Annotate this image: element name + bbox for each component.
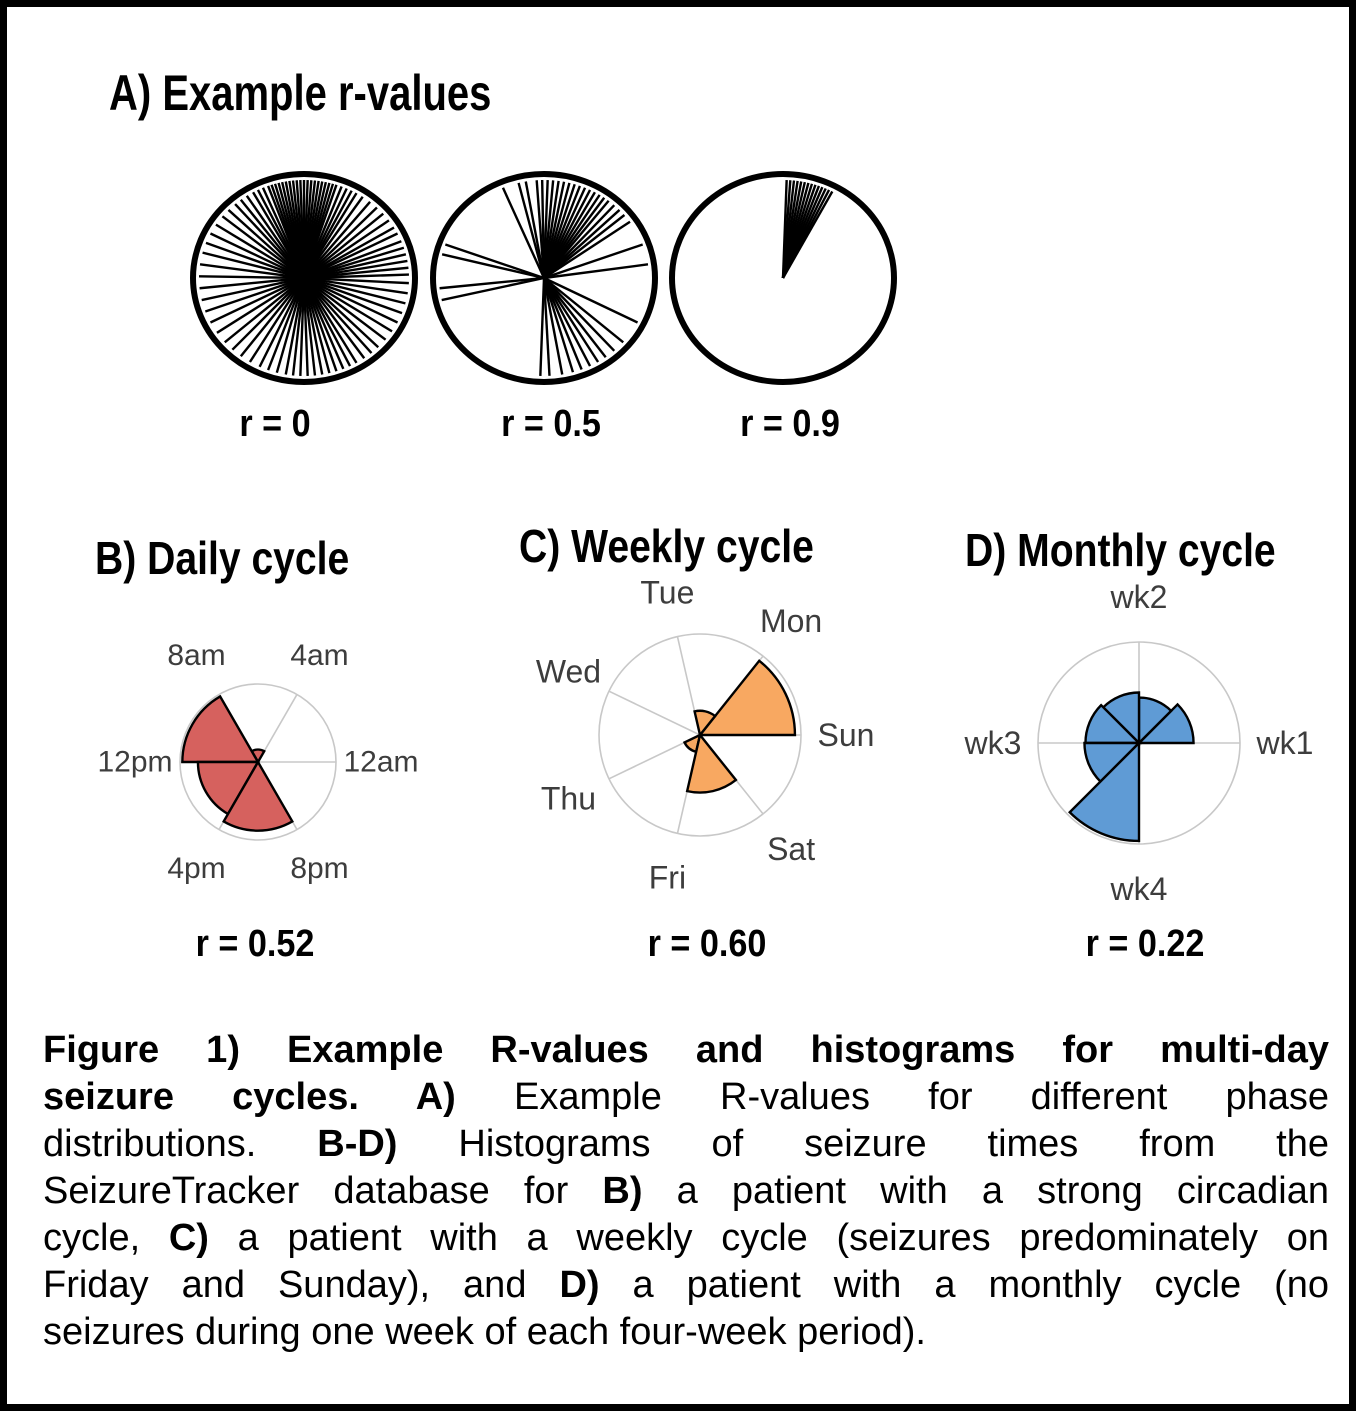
r-value-label-weekly: r = 0.60 bbox=[647, 923, 767, 965]
rose-chart-monthly: wk1 wk2 wk3 wk4 bbox=[964, 579, 1314, 907]
axis-label-Wed: Wed bbox=[536, 654, 601, 690]
example-r-label-1: r = 0.5 bbox=[501, 403, 601, 445]
axis-label-Sat: Sat bbox=[767, 831, 815, 867]
caption-line: seizures during one week of each four-we… bbox=[43, 1311, 926, 1353]
axis-label-wk4: wk4 bbox=[1110, 871, 1168, 907]
example-circle-r05 bbox=[430, 171, 658, 385]
rose-chart-weekly: Sun Mon Tue Wed Thu Fri Sat bbox=[536, 575, 875, 896]
axis-label-wk3: wk3 bbox=[964, 725, 1022, 761]
example-circle-r09 bbox=[669, 171, 897, 385]
r-value-label-monthly: r = 0.22 bbox=[1085, 923, 1205, 965]
caption-line: Figure 1) Example R-values and histogram… bbox=[43, 1029, 1329, 1071]
panel-a-title: A) Example r-values bbox=[109, 65, 492, 121]
axis-label-wk2: wk2 bbox=[1110, 579, 1168, 615]
axis-label-4pm: 4pm bbox=[167, 852, 225, 885]
axis-label-Fri: Fri bbox=[649, 859, 686, 895]
axis-label-8am: 8am bbox=[167, 639, 225, 672]
axis-label-Mon: Mon bbox=[760, 603, 822, 639]
panel-b-title: B) Daily cycle bbox=[95, 532, 350, 584]
panel-d-title: D) Monthly cycle bbox=[965, 524, 1276, 576]
caption-line: Friday and Sunday), and D) a patient wit… bbox=[43, 1264, 1329, 1306]
panel-c-title: C) Weekly cycle bbox=[519, 520, 814, 572]
axis-label-wk1: wk1 bbox=[1256, 725, 1314, 761]
axis-label-Tue: Tue bbox=[640, 575, 694, 611]
rose-chart-daily: 12am 4am 8am 12pm 4pm 8pm bbox=[97, 639, 418, 885]
axis-label-8pm: 8pm bbox=[290, 852, 348, 885]
axis-label-Thu: Thu bbox=[541, 780, 596, 816]
example-r-label-0: r = 0 bbox=[239, 403, 311, 445]
example-circle-r0 bbox=[190, 171, 418, 385]
axis-label-Sun: Sun bbox=[818, 717, 875, 753]
axis-label-4am: 4am bbox=[290, 639, 348, 672]
figure-caption: Figure 1) Example R-values and histogram… bbox=[43, 1027, 1329, 1356]
axis-label-12pm: 12pm bbox=[97, 746, 172, 779]
caption-line: seizure cycles. A) Example R-values for … bbox=[43, 1076, 1329, 1118]
caption-line: SeizureTracker database for B) a patient… bbox=[43, 1170, 1329, 1212]
r-value-label-daily: r = 0.52 bbox=[195, 923, 315, 965]
caption-line: distributions. B-D) Histograms of seizur… bbox=[43, 1123, 1329, 1165]
axis-label-12am: 12am bbox=[343, 746, 418, 779]
caption-line: cycle, C) a patient with a weekly cycle … bbox=[43, 1217, 1329, 1259]
example-r-label-2: r = 0.9 bbox=[740, 403, 840, 445]
